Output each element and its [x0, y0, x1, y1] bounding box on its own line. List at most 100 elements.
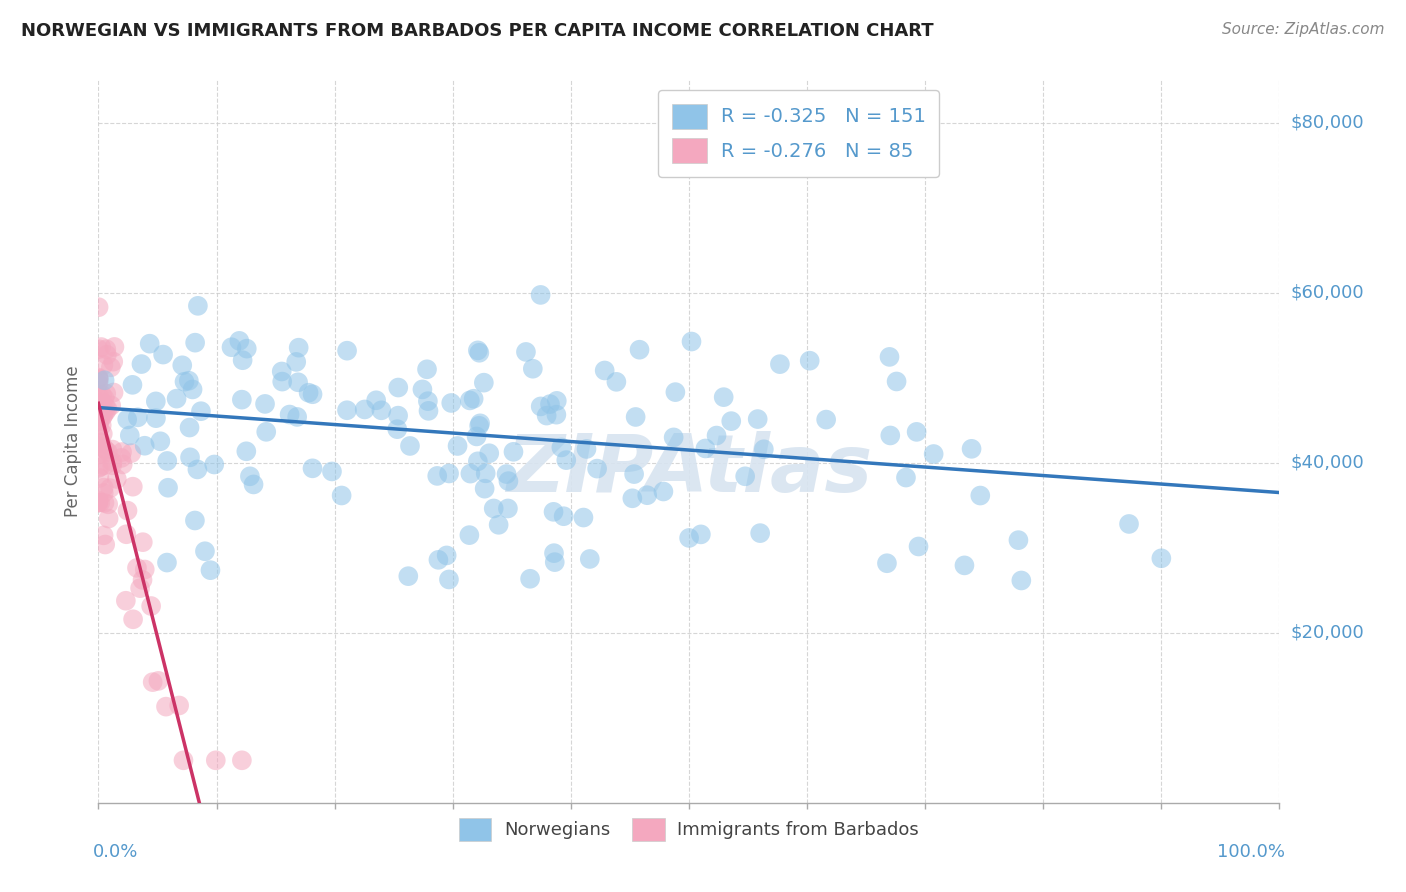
Point: [100, 360, 122, 375]
Point: [502, 445, 524, 459]
Point: [460, 467, 482, 481]
Text: $80,000: $80,000: [1291, 114, 1364, 132]
Point: [879, 428, 901, 442]
Point: [173, 375, 195, 389]
Point: [115, 593, 138, 607]
Point: [706, 428, 728, 442]
Point: [876, 556, 898, 570]
Point: [91, 426, 114, 441]
Point: [418, 404, 440, 418]
Point: [142, 675, 165, 690]
Point: [437, 467, 460, 481]
Point: [689, 527, 711, 541]
Point: [97, 511, 120, 525]
Point: [93, 392, 115, 406]
Point: [87, 409, 110, 424]
Point: [495, 467, 517, 481]
Point: [519, 572, 541, 586]
Point: [87, 417, 110, 432]
Point: [121, 480, 143, 494]
Point: [543, 546, 565, 560]
Point: [546, 408, 568, 422]
Point: [555, 453, 578, 467]
Point: [138, 336, 160, 351]
Point: [87, 342, 110, 356]
Point: [336, 403, 359, 417]
Point: [103, 385, 125, 400]
Point: [969, 489, 991, 503]
Point: [498, 474, 520, 488]
Point: [118, 428, 141, 442]
Point: [134, 439, 156, 453]
Point: [463, 392, 485, 406]
Point: [96, 386, 118, 401]
Point: [149, 434, 172, 449]
Point: [550, 441, 572, 455]
Point: [187, 299, 209, 313]
Point: [468, 418, 491, 433]
Point: [89, 401, 111, 415]
Point: [575, 442, 598, 456]
Point: [285, 355, 308, 369]
Point: [370, 403, 392, 417]
Point: [172, 753, 194, 767]
Point: [131, 573, 153, 587]
Text: 0.0%: 0.0%: [93, 843, 138, 861]
Point: [94, 537, 117, 551]
Point: [586, 461, 609, 475]
Point: [228, 334, 250, 348]
Point: [105, 472, 128, 486]
Point: [157, 481, 180, 495]
Point: [115, 527, 138, 541]
Point: [254, 397, 277, 411]
Point: [366, 393, 388, 408]
Point: [886, 375, 908, 389]
Point: [734, 469, 756, 483]
Point: [474, 467, 496, 481]
Point: [93, 481, 115, 495]
Point: [96, 342, 118, 356]
Point: [474, 482, 496, 496]
Point: [96, 348, 118, 362]
Point: [396, 569, 419, 583]
Point: [578, 552, 600, 566]
Point: [769, 357, 792, 371]
Point: [713, 390, 735, 404]
Point: [747, 412, 769, 426]
Point: [285, 409, 308, 424]
Point: [156, 454, 179, 468]
Point: [605, 375, 627, 389]
Point: [93, 458, 115, 473]
Text: $20,000: $20,000: [1291, 624, 1364, 642]
Point: [131, 357, 153, 371]
Point: [89, 435, 111, 450]
Point: [426, 469, 449, 483]
Point: [553, 509, 575, 524]
Point: [387, 380, 409, 394]
Point: [236, 342, 259, 356]
Point: [127, 410, 149, 425]
Point: [93, 373, 115, 387]
Point: [437, 573, 460, 587]
Point: [101, 442, 124, 457]
Point: [593, 363, 616, 377]
Point: [905, 425, 928, 439]
Text: $40,000: $40,000: [1291, 454, 1364, 472]
Point: [145, 394, 167, 409]
Point: [231, 392, 253, 407]
Point: [1150, 551, 1173, 566]
Point: [87, 373, 110, 387]
Point: [815, 412, 838, 426]
Point: [166, 392, 188, 406]
Point: [478, 446, 501, 460]
Point: [664, 385, 686, 400]
Point: [468, 417, 491, 431]
Point: [440, 396, 463, 410]
Point: [93, 496, 115, 510]
Point: [129, 581, 152, 595]
Point: [399, 439, 422, 453]
Point: [101, 455, 124, 469]
Point: [720, 414, 742, 428]
Point: [330, 488, 353, 502]
Point: [94, 401, 117, 415]
